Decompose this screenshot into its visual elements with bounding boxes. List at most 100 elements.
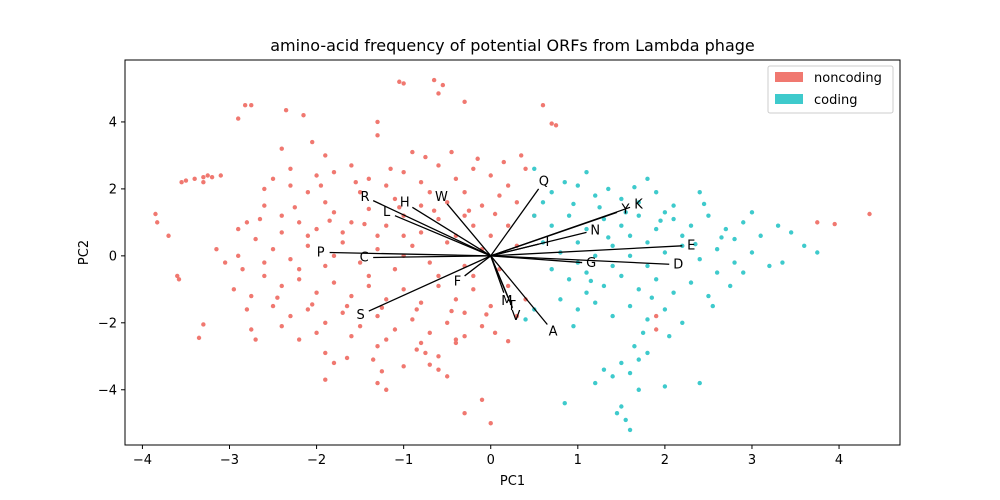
noncoding-point xyxy=(444,200,450,205)
noncoding-point xyxy=(471,166,476,172)
noncoding-point xyxy=(505,339,511,344)
noncoding-point xyxy=(349,333,354,339)
noncoding-point xyxy=(462,213,467,218)
noncoding-point xyxy=(401,169,406,175)
x-tick-label: 3 xyxy=(748,453,756,468)
noncoding-point xyxy=(436,367,441,372)
coding-point xyxy=(636,287,641,292)
noncoding-point xyxy=(392,196,398,202)
noncoding-point xyxy=(501,159,506,165)
noncoding-point xyxy=(471,223,476,228)
noncoding-point xyxy=(523,297,528,302)
noncoding-point xyxy=(310,139,315,145)
noncoding-point xyxy=(388,166,393,172)
noncoding-point xyxy=(401,81,406,86)
y-axis-label: PC2 xyxy=(77,240,92,265)
noncoding-point xyxy=(436,163,441,168)
noncoding-point xyxy=(462,99,467,105)
loading-label-E: E xyxy=(687,238,695,253)
loading-label-Q: Q xyxy=(539,175,549,190)
loading-label-V: V xyxy=(512,309,521,324)
coding-point xyxy=(549,267,554,272)
noncoding-point xyxy=(414,347,419,352)
x-axis-label: PC1 xyxy=(500,474,525,489)
coding-point xyxy=(732,236,737,242)
legend-swatch-coding xyxy=(775,94,803,104)
noncoding-point xyxy=(423,350,428,356)
noncoding-point xyxy=(323,350,328,356)
noncoding-point xyxy=(166,233,171,238)
loading-arrow-E xyxy=(490,245,683,257)
coding-point xyxy=(697,190,702,195)
coding-point xyxy=(606,186,611,192)
noncoding-point xyxy=(497,193,502,198)
noncoding-point xyxy=(249,327,254,332)
noncoding-point xyxy=(379,369,385,374)
noncoding-point xyxy=(323,320,328,326)
noncoding-point xyxy=(453,337,459,342)
noncoding-point xyxy=(384,387,389,392)
coding-point xyxy=(653,226,659,232)
coding-point xyxy=(645,350,650,356)
loading-arrow-C xyxy=(373,255,491,259)
noncoding-point xyxy=(196,335,202,341)
coding-point xyxy=(601,216,607,222)
coding-point xyxy=(588,278,594,284)
noncoding-point xyxy=(288,183,293,188)
coding-point xyxy=(749,210,755,215)
coding-point xyxy=(636,387,641,392)
loading-label-A: A xyxy=(549,324,558,339)
legend-label-coding: coding xyxy=(814,93,857,108)
noncoding-point xyxy=(357,323,363,329)
noncoding-point xyxy=(331,253,337,259)
noncoding-point xyxy=(475,156,480,161)
noncoding-point xyxy=(192,176,197,182)
x-tick-label: 4 xyxy=(835,453,843,468)
coding-point xyxy=(619,273,624,279)
noncoding-point xyxy=(401,287,406,292)
noncoding-point xyxy=(410,149,415,155)
noncoding-point xyxy=(436,91,441,96)
plot-frame xyxy=(124,59,901,446)
loading-arrow-S xyxy=(368,255,491,312)
noncoding-point xyxy=(279,230,284,235)
noncoding-point xyxy=(384,337,389,342)
coding-point xyxy=(558,297,563,302)
coding-point xyxy=(627,370,633,376)
noncoding-point xyxy=(296,220,302,225)
x-axis: −4 −3 −2 −1 0 1 2 3 4 xyxy=(133,445,843,468)
noncoding-point xyxy=(314,226,319,232)
noncoding-point xyxy=(492,330,498,336)
noncoding-point xyxy=(249,293,254,299)
loading-label-N: N xyxy=(590,223,600,238)
noncoding-point xyxy=(375,133,380,138)
noncoding-point xyxy=(375,233,380,238)
x-tick-label: 1 xyxy=(574,453,582,468)
noncoding-point xyxy=(279,213,284,218)
loading-label-R: R xyxy=(361,190,370,205)
noncoding-point xyxy=(183,178,189,183)
coding-point xyxy=(627,303,633,309)
coding-point xyxy=(593,300,598,305)
coding-point xyxy=(540,200,546,205)
coding-point xyxy=(636,213,641,218)
noncoding-point xyxy=(453,176,459,182)
noncoding-point xyxy=(270,176,276,182)
y-tick-label: 0 xyxy=(109,249,117,264)
noncoding-point xyxy=(462,190,467,195)
noncoding-point xyxy=(653,313,659,319)
loading-arrow-I xyxy=(490,243,539,257)
coding-point xyxy=(662,210,668,215)
coding-point xyxy=(697,380,702,386)
coding-point xyxy=(614,410,620,416)
coding-point xyxy=(671,216,676,222)
noncoding-point xyxy=(553,123,559,128)
noncoding-point xyxy=(296,337,302,342)
noncoding-point xyxy=(275,295,280,300)
noncoding-point xyxy=(340,310,345,315)
coding-point xyxy=(788,230,794,235)
noncoding-point xyxy=(488,233,493,238)
noncoding-point xyxy=(357,190,363,195)
noncoding-point xyxy=(344,355,350,361)
noncoding-point xyxy=(323,377,328,382)
